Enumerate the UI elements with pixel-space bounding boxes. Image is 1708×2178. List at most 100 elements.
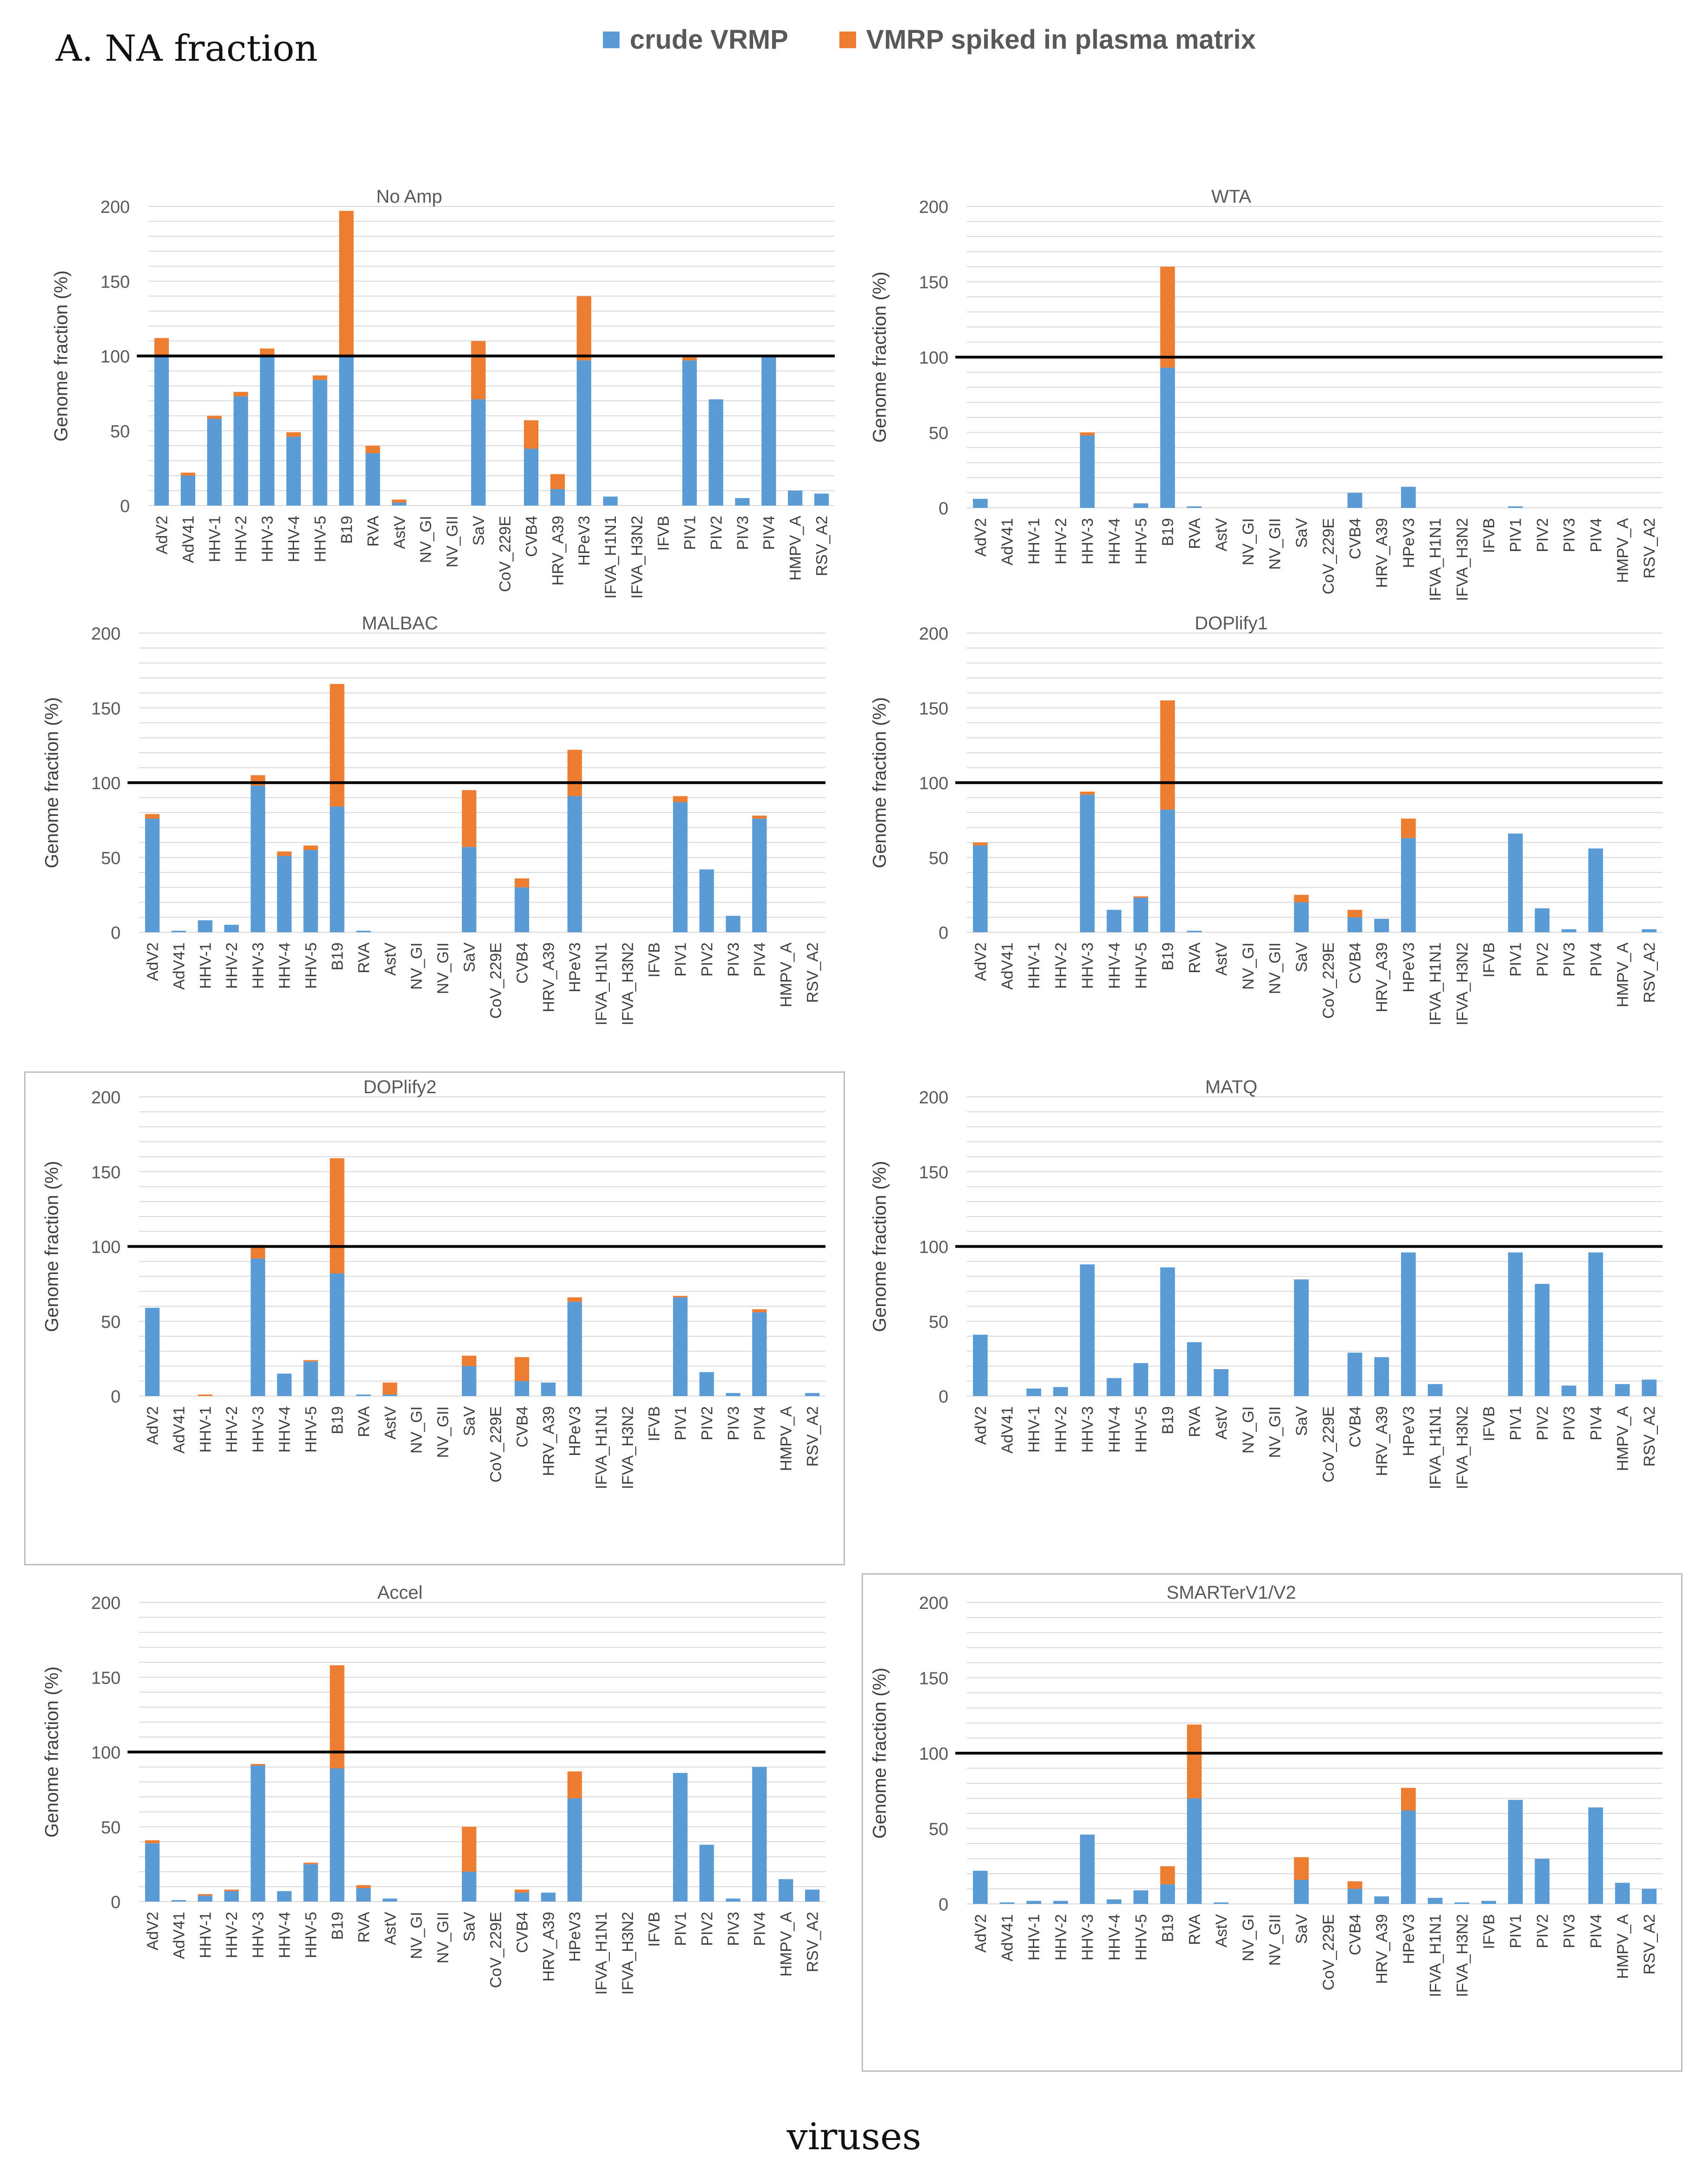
bar-crude bbox=[1187, 930, 1202, 932]
x-tick-label: PIV2 bbox=[708, 516, 725, 550]
x-tick-label: NV_GII bbox=[1266, 1406, 1284, 1458]
bar-crude bbox=[1374, 1896, 1389, 1904]
bar-spiked bbox=[1187, 1724, 1202, 1799]
x-tick-label: RVA bbox=[1186, 518, 1203, 549]
x-tick-label: HMPV_A bbox=[787, 516, 805, 581]
y-tick-label: 100 bbox=[919, 1238, 948, 1257]
bar-crude bbox=[524, 448, 539, 506]
x-tick-label: B19 bbox=[329, 1912, 346, 1940]
x-tick-label: HHV-1 bbox=[1025, 518, 1043, 564]
bar-crude bbox=[1535, 908, 1550, 932]
bar-spiked bbox=[198, 1894, 212, 1896]
bar-crude bbox=[1053, 1901, 1068, 1904]
page-title: A. NA fraction bbox=[56, 28, 318, 70]
bar-spiked bbox=[673, 796, 688, 802]
bar-crude bbox=[250, 1258, 265, 1396]
y-tick-label: 150 bbox=[919, 699, 948, 718]
x-tick-label: RVA bbox=[1186, 1406, 1203, 1437]
bar-spiked bbox=[752, 1309, 767, 1313]
bar-crude bbox=[1133, 897, 1148, 932]
legend: crude VRMP VMRP spiked in plasma matrix bbox=[603, 24, 1256, 55]
bar-crude bbox=[1294, 1279, 1309, 1396]
bar-spiked bbox=[250, 1764, 265, 1766]
x-tick-label: HHV-1 bbox=[1025, 1406, 1043, 1453]
bar-spiked bbox=[277, 851, 292, 856]
x-tick-label: IFVA_H3N2 bbox=[619, 1912, 637, 1995]
x-tick-label: NV_GI bbox=[1240, 942, 1257, 990]
x-tick-label: HHV-2 bbox=[1052, 1406, 1070, 1453]
bar-crude bbox=[1107, 1899, 1122, 1904]
x-tick-label: HHV-4 bbox=[285, 516, 303, 562]
y-tick-label: 100 bbox=[919, 348, 948, 368]
x-tick-label: PIV4 bbox=[761, 516, 778, 550]
bar-crude bbox=[567, 796, 582, 932]
x-tick-label: NV_GI bbox=[408, 1406, 426, 1454]
bar-crude bbox=[1160, 1884, 1175, 1904]
bar-spiked bbox=[550, 474, 565, 489]
bar-crude bbox=[250, 785, 265, 932]
x-tick-label: RSV_A2 bbox=[1641, 1406, 1658, 1467]
bar-crude bbox=[1401, 1810, 1416, 1904]
x-tick-label: HHV-2 bbox=[223, 1406, 241, 1453]
x-tick-label: RVA bbox=[1186, 942, 1203, 974]
bar-spiked bbox=[567, 1297, 582, 1302]
x-tick-label: CoV_229E bbox=[496, 516, 514, 592]
x-tick-label: HHV-4 bbox=[1106, 1914, 1123, 1960]
x-tick-label: AdV41 bbox=[999, 1406, 1017, 1454]
x-tick-label: PIV4 bbox=[1587, 1914, 1605, 1948]
x-tick-label: HMPV_A bbox=[778, 1912, 795, 1977]
x-tick-label: AdV2 bbox=[972, 518, 990, 557]
y-tick-label: 150 bbox=[919, 273, 948, 293]
x-tick-label: HHV-1 bbox=[1025, 1914, 1043, 1960]
x-tick-label: IFVA_H1N1 bbox=[1427, 942, 1445, 1025]
x-tick-label: HMPV_A bbox=[1614, 942, 1631, 1007]
bar-crude bbox=[1214, 1902, 1228, 1904]
bar-crude bbox=[1427, 1384, 1443, 1396]
bar-spiked bbox=[461, 790, 477, 847]
bar-crude bbox=[787, 490, 803, 506]
x-tick-label: RSV_A2 bbox=[813, 516, 831, 576]
x-tick-label: HRV_A39 bbox=[1373, 518, 1391, 588]
x-tick-label: PIV1 bbox=[1507, 942, 1525, 977]
bar-crude bbox=[1508, 1252, 1523, 1396]
x-tick-label: HHV-5 bbox=[302, 1406, 320, 1453]
bar-crude bbox=[1294, 1880, 1309, 1904]
bar-crude bbox=[286, 436, 301, 506]
bar-crude bbox=[761, 356, 776, 506]
bar-spiked bbox=[250, 775, 265, 786]
bar-crude bbox=[814, 493, 829, 506]
bar-crude bbox=[339, 356, 354, 506]
x-tick-label: HHV-4 bbox=[276, 1912, 294, 1958]
bar-crude bbox=[1374, 1357, 1389, 1396]
bar-spiked bbox=[154, 338, 169, 356]
x-tick-label: PIV1 bbox=[672, 1912, 690, 1946]
bar-spiked bbox=[1347, 1881, 1363, 1889]
bar-spiked bbox=[330, 1158, 345, 1274]
x-tick-label: HHV-3 bbox=[1079, 1406, 1097, 1453]
x-tick-label: AstV bbox=[1213, 1406, 1230, 1440]
bar-crude bbox=[972, 845, 988, 932]
x-tick-label: CoV_229E bbox=[487, 1912, 505, 1988]
y-tick-label: 200 bbox=[919, 1088, 948, 1108]
x-tick-label: B19 bbox=[1159, 518, 1177, 546]
bar-spiked bbox=[567, 1771, 582, 1799]
bar-spiked bbox=[1160, 700, 1175, 810]
y-tick-label: 0 bbox=[939, 499, 948, 519]
x-tick-label: NV_GII bbox=[1266, 942, 1284, 994]
chart-title: DOPlify2 bbox=[363, 1077, 436, 1097]
x-tick-label: IFVB bbox=[1480, 1406, 1498, 1441]
x-tick-label: CoV_229E bbox=[487, 942, 505, 1019]
legend-item-spiked: VMRP spiked in plasma matrix bbox=[839, 24, 1256, 55]
y-axis-label: Genome fraction (%) bbox=[870, 1667, 890, 1838]
x-tick-label: AdV2 bbox=[972, 1406, 990, 1445]
bar-crude bbox=[514, 887, 530, 932]
bar-spiked bbox=[233, 391, 248, 397]
y-tick-label: 50 bbox=[101, 849, 121, 868]
x-tick-label: HPeV3 bbox=[566, 942, 584, 993]
bar-crude bbox=[303, 1361, 318, 1396]
x-tick-label: HPeV3 bbox=[1400, 1914, 1418, 1964]
bar-crude bbox=[207, 418, 222, 506]
legend-swatch-spiked bbox=[839, 31, 856, 48]
bar-crude bbox=[699, 1372, 714, 1396]
bar-crude bbox=[1588, 1252, 1603, 1396]
